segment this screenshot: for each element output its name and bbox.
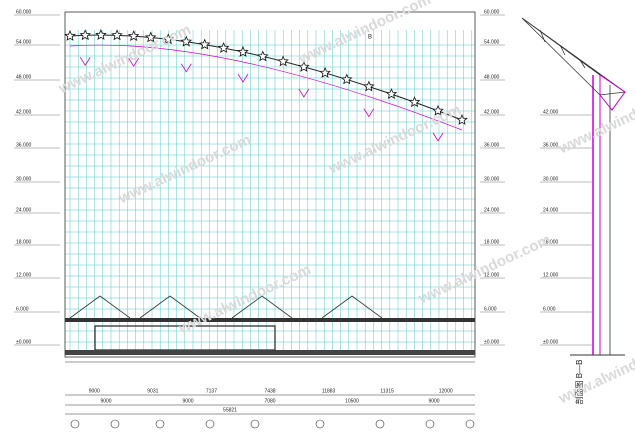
roof-node [95, 28, 107, 40]
roof-node [277, 55, 289, 67]
dimension-label: 9000 [428, 398, 439, 404]
section-drawing [521, 17, 627, 356]
dimension-label: 10500 [345, 398, 359, 404]
level-label: 18.000 [484, 239, 500, 245]
elevation-frame [64, 11, 476, 358]
roof-node [79, 29, 91, 41]
section-truss [599, 74, 626, 111]
roof-node [456, 113, 468, 125]
axis-bubble [465, 419, 475, 429]
axis-bubble [70, 419, 80, 429]
level-label: 30.000 [543, 176, 559, 182]
roof-bracket [298, 88, 310, 98]
roof-node [385, 88, 398, 100]
roof-node [298, 60, 310, 72]
dimension-label: 7137 [206, 388, 217, 394]
section-mark: B [368, 35, 372, 41]
roof-node [162, 33, 174, 45]
canopy-gable [139, 295, 201, 319]
roof [64, 28, 468, 142]
level-label: 18.000 [543, 239, 559, 245]
level-label: 48.000 [16, 74, 32, 80]
axis-bubble [375, 419, 385, 429]
level-label: 36.000 [484, 142, 500, 148]
roof-node [363, 80, 375, 92]
level-label: 42.000 [484, 109, 500, 115]
roof-bracket [128, 57, 140, 67]
canopy-gable [231, 295, 293, 319]
roof-node [64, 29, 76, 41]
level-label: 36.000 [16, 142, 32, 148]
dimension-label: 7438 [264, 388, 275, 394]
roof-node [111, 29, 123, 41]
axis-bubble [315, 419, 325, 429]
canopy-gable [321, 295, 383, 319]
level-label: 6.000 [484, 306, 497, 312]
curtain-wall-grid [65, 30, 475, 350]
roof-bracket [79, 57, 91, 67]
dimension-label: 9000 [100, 398, 111, 404]
roof-node [408, 96, 421, 108]
roof-bracket [432, 132, 444, 142]
level-label: 12.000 [543, 272, 559, 278]
ground-band [65, 350, 475, 355]
level-label: 24.000 [484, 207, 500, 213]
axis-bubble [250, 419, 260, 429]
dimension-label: 9000 [89, 388, 100, 394]
dimension-label: 11883 [322, 388, 336, 394]
dimension-label: 9031 [147, 388, 158, 394]
level-label: 42.000 [16, 109, 32, 115]
dimension-label: 11315 [380, 388, 394, 394]
level-label: 42.000 [543, 109, 559, 115]
roof-node [257, 50, 269, 62]
level-label: ±0.000 [543, 339, 558, 345]
base-structure [65, 318, 475, 415]
roof-node [127, 30, 140, 42]
level-label: 6.000 [16, 306, 29, 312]
level-label: 54.000 [16, 39, 32, 45]
level-label: 54.000 [484, 39, 500, 45]
roof-node [432, 104, 444, 116]
level-label: 60.000 [484, 9, 500, 15]
axis-bubble [110, 419, 120, 429]
level-label: 18.000 [16, 239, 32, 245]
level-label: 12.000 [484, 272, 500, 278]
roof-node [217, 42, 230, 53]
level-label: 30.000 [484, 176, 500, 182]
roof-node [319, 66, 331, 78]
level-label: 24.000 [16, 207, 32, 213]
level-label: 12.000 [16, 272, 32, 278]
dimension-label: 9000 [182, 398, 193, 404]
roof-line [69, 44, 463, 131]
section-title: 剖面图 B—B [574, 360, 584, 405]
canopy-beam [65, 318, 475, 322]
dimension-label: 12000 [439, 388, 453, 394]
level-label: ±0.000 [16, 339, 31, 345]
canopy-gable [69, 295, 131, 319]
level-label: ±0.000 [484, 339, 499, 345]
roof-bracket [180, 63, 192, 73]
level-label: 36.000 [543, 142, 559, 148]
level-label: 24.000 [543, 207, 559, 213]
roof-node [145, 31, 157, 43]
level-label: 48.000 [484, 74, 500, 80]
roof-node [199, 38, 211, 50]
axis-bubble [205, 419, 215, 429]
roof-node [341, 73, 353, 85]
level-label: 60.000 [16, 9, 32, 15]
roof-bracket [363, 108, 375, 118]
dimension-total: 55821 [223, 407, 237, 413]
dimension-label: 7080 [264, 398, 275, 404]
level-label: 30.000 [16, 176, 32, 182]
roof-node [237, 45, 249, 57]
axis-bubble [425, 419, 435, 429]
section-truss [521, 17, 627, 96]
roof-bracket [237, 73, 249, 83]
roof-node [180, 35, 192, 47]
level-label: 6.000 [543, 306, 556, 312]
axis-bubble [155, 419, 165, 429]
